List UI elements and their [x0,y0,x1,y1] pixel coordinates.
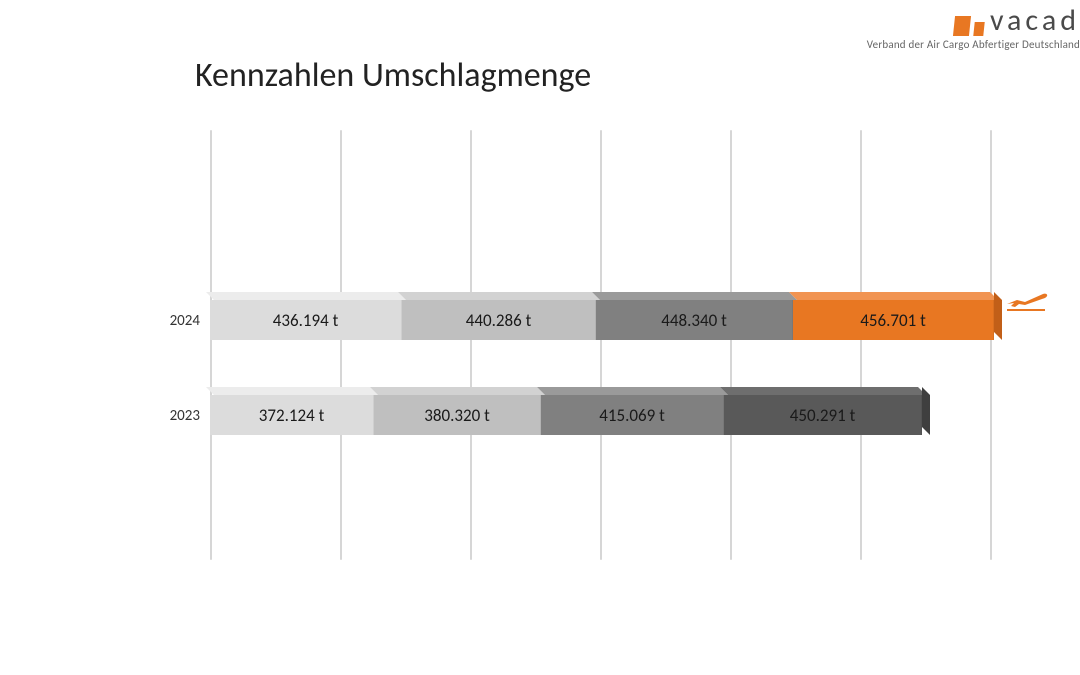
bar-3d-top [214,387,926,395]
bar-segment: 415.069 t [541,395,724,435]
bar-segment-value: 456.701 t [860,310,926,331]
bar-segment: 440.286 t [402,300,596,340]
bar-segment: 450.291 t [724,395,922,435]
bar-3d-side [922,387,930,435]
bar-segment-value: 372.124 t [259,405,325,426]
bar-segment: 380.320 t [374,395,541,435]
brand-logo-top: vacad [954,6,1080,36]
y-axis-label-2024: 2024 [150,312,200,330]
bar-segment-value: 448.340 t [661,310,727,331]
airplane-takeoff-icon [1005,282,1049,317]
brand-logo-shape-1 [953,16,971,36]
bar-segment-value: 415.069 t [599,405,665,426]
stacked-bar-chart: 2024 2023 436.194 t 440.286 t 448.340 t 456… [150,130,990,560]
bar-segment: 456.701 t [793,300,994,340]
brand-logo-subtitle: Verband der Air Cargo Abfertiger Deutsch… [867,38,1080,51]
chart-title: Kennzahlen Umschlagmenge [195,55,591,96]
brand-logo-text: vacad [990,6,1080,36]
bar-segment: 448.340 t [596,300,793,340]
bar-segment: 372.124 t [210,395,374,435]
bar-3d-side [994,292,1002,340]
bar-row-2024: 436.194 t 440.286 t 448.340 t 456.701 t [210,300,994,348]
bar-segment-value: 380.320 t [424,405,490,426]
y-axis-label-2023: 2023 [150,407,200,425]
bar-segment-value: 450.291 t [790,405,856,426]
bar-segment-value: 436.194 t [273,310,339,331]
brand-logo-shape-2 [973,22,984,36]
bar-row-2023: 372.124 t 380.320 t 415.069 t 450.291 t [210,395,922,443]
bar-3d-top [214,292,998,300]
brand-logo: vacad Verband der Air Cargo Abfertiger D… [867,6,1080,51]
bar-segment-value: 440.286 t [466,310,532,331]
bar-segment: 436.194 t [210,300,402,340]
brand-logo-mark [954,16,984,36]
